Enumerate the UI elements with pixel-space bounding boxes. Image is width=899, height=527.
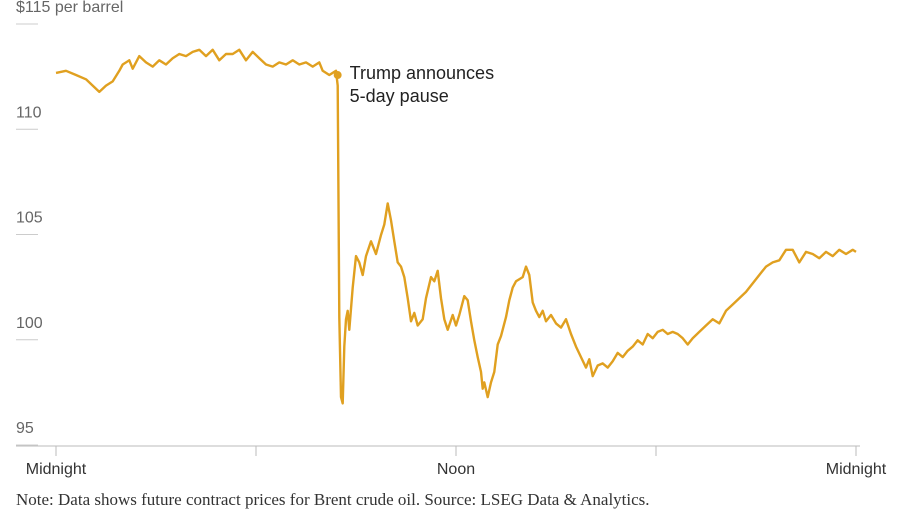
y-tick-label: $115 per barrel [16,0,123,16]
y-axis: $115 per barrel 110 105 100 95 [16,0,123,446]
y-tick-label: 105 [16,210,43,227]
annotation-marker [333,71,342,80]
x-tick-label: Noon [437,461,475,478]
annotation-line: 5-day pause [350,86,449,106]
y-tick-label: 95 [16,420,34,437]
annotation-line: Trump announces [350,63,494,83]
x-tick-label: Midnight [826,461,887,478]
x-tick-label: Midnight [26,461,87,478]
chart-note: Note: Data shows future contract prices … [16,490,650,509]
annotation-label: Trump announces 5-day pause [350,63,494,106]
price-series-line [55,48,857,405]
y-tick-label: 110 [16,104,42,121]
y-tick-label: 100 [16,315,43,332]
x-axis: Midnight Noon Midnight [16,445,887,478]
